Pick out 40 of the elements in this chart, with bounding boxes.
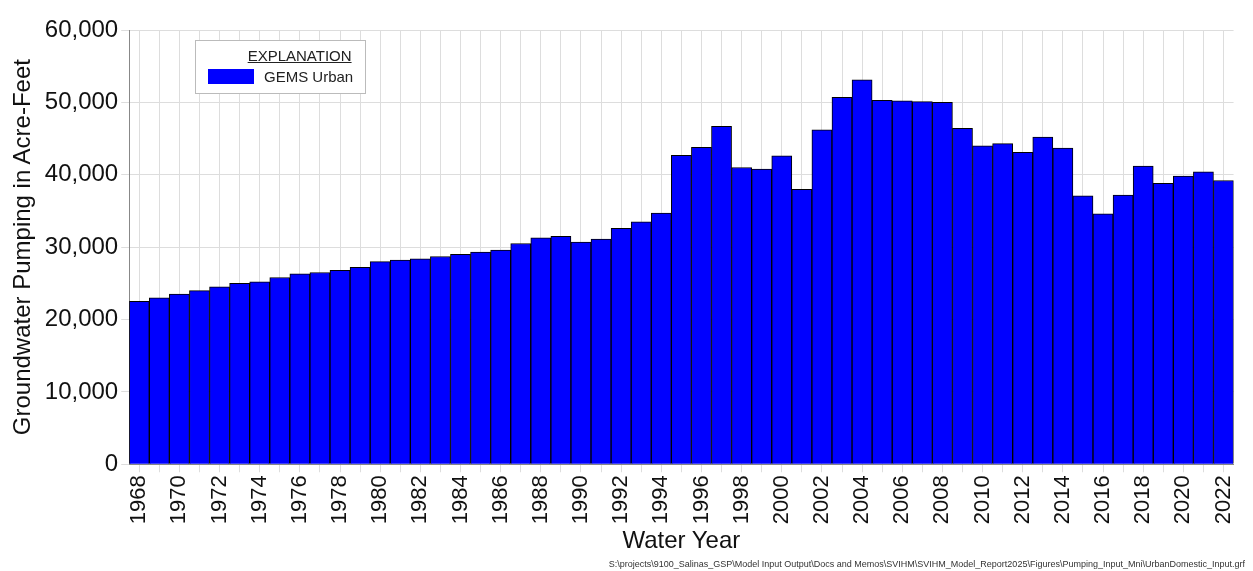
x-tick-label: 1978 [326, 475, 352, 525]
y-tick-label: 40,000 [44, 159, 119, 187]
legend-label: GEMS Urban [264, 68, 354, 85]
x-tick-label: 1984 [446, 475, 472, 525]
y-tick-label: 30,000 [44, 231, 119, 259]
x-tick-label: 2014 [1048, 475, 1074, 525]
x-tick-label: 1968 [125, 475, 151, 525]
x-tick-label: 2006 [888, 475, 914, 525]
x-tick-label: 2016 [1089, 475, 1115, 525]
x-tick-label: 1980 [366, 475, 392, 525]
x-tick-label: 1974 [245, 475, 271, 525]
y-tick-label: 10,000 [44, 376, 119, 404]
x-tick-label: 1994 [647, 475, 673, 525]
y-tick-label: 60,000 [44, 14, 119, 42]
x-tick-label: 2000 [767, 475, 793, 525]
x-tick-label: 1970 [165, 475, 191, 525]
x-tick-label: 2018 [1129, 475, 1155, 525]
y-tick-label: 20,000 [44, 304, 119, 332]
y-axis-title: Groundwater Pumping in Acre-Feet [8, 58, 36, 436]
x-axis-title: Water Year [622, 526, 741, 554]
x-tick-label: 2022 [1209, 475, 1235, 525]
x-tick-label: 2008 [928, 475, 954, 525]
y-tick-label: 50,000 [44, 87, 119, 114]
x-tick-label: 1992 [607, 475, 633, 525]
text: S:\projects\9100_Salinas_GSP\Model Input Output\Docs and Memos\SVIHM\SVIHM_Model_Report2025\Figures\Pumping_Input_Mni\UrbanDomestic_Input.grf [608, 559, 1245, 569]
x-tick-label: 1976 [285, 475, 311, 525]
x-tick-label: 1990 [567, 475, 593, 525]
x-tick-label: 2002 [807, 475, 833, 525]
x-tick-label: 1972 [205, 475, 231, 525]
x-tick-label: 1998 [727, 475, 753, 525]
y-tick-label: 0 [104, 448, 119, 476]
x-tick-label: 1996 [687, 475, 713, 525]
x-tick-label: 2004 [848, 475, 874, 525]
x-tick-label: 1982 [406, 475, 432, 525]
x-tick-label: 2010 [968, 475, 994, 525]
x-tick-label: 2012 [1008, 475, 1034, 525]
x-tick-label: 1988 [526, 475, 552, 525]
x-tick-label: 1986 [486, 475, 512, 525]
x-tick-label: 2020 [1169, 475, 1195, 525]
legend-title: EXPLANATION [246, 47, 353, 64]
